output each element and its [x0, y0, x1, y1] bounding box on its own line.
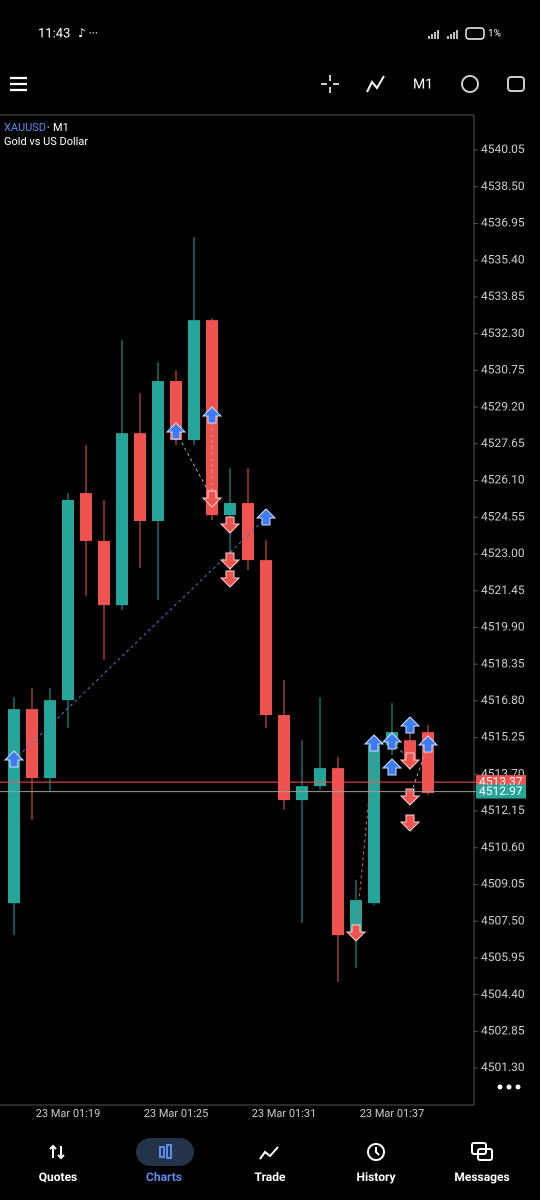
price-label: 4512.97	[479, 784, 523, 798]
buy-arrow	[417, 735, 439, 753]
trade-arrows	[3, 406, 439, 942]
more-dot[interactable]	[497, 1084, 503, 1090]
y-tick-label: 4507.50	[481, 913, 525, 927]
y-tick-label: 4509.05	[481, 877, 525, 891]
x-tick-label: 23 Mar 01:19	[36, 1107, 101, 1120]
more-dot[interactable]	[506, 1084, 512, 1090]
candle-body	[8, 709, 20, 904]
y-tick-label: 4512.15	[481, 803, 525, 817]
candle-body	[296, 786, 308, 801]
buy-arrow	[3, 750, 25, 768]
candle-body	[368, 745, 380, 904]
signal-icons	[428, 30, 458, 39]
candle-body	[98, 540, 110, 606]
y-tick-label: 4518.35	[481, 656, 525, 670]
candle-body	[188, 320, 200, 441]
candle-body	[242, 503, 254, 561]
y-tick-label: 4526.10	[481, 473, 525, 487]
y-tick-label: 4536.95	[481, 216, 525, 230]
buy-arrow	[381, 758, 403, 776]
sell-arrow	[399, 752, 421, 770]
nav-item[interactable]: Messages	[454, 1170, 509, 1184]
x-tick-label: 23 Mar 01:25	[144, 1107, 209, 1120]
crosshair-button[interactable]	[321, 75, 339, 93]
y-tick-label: 4538.50	[481, 179, 525, 193]
bottom-nav: Quotes Charts Trade History Messages	[39, 1170, 510, 1184]
buy-arrow	[363, 734, 385, 752]
chart-description: Gold vs US Dollar	[4, 135, 88, 148]
y-tick-label: 4516.80	[481, 693, 525, 707]
nav-item[interactable]: Trade	[255, 1170, 286, 1184]
battery-icon	[465, 27, 485, 40]
nav-item[interactable]: History	[356, 1170, 396, 1184]
y-tick-label: 4505.95	[481, 950, 525, 964]
menu-button[interactable]	[10, 76, 27, 92]
candle-body	[260, 560, 272, 716]
chart-symbol: XAUUSD	[4, 121, 46, 134]
y-tick-label: 4504.40	[481, 987, 525, 1001]
y-tick-label: 4529.20	[481, 399, 525, 413]
candle-body	[134, 433, 146, 522]
separator: •	[47, 123, 50, 132]
candle-body	[62, 499, 74, 701]
trade-button[interactable]	[507, 76, 525, 92]
y-tick-label: 4515.25	[481, 730, 525, 744]
candle-body	[170, 381, 182, 441]
sell-arrow	[219, 516, 241, 534]
more-dot[interactable]	[515, 1084, 521, 1090]
y-tick-label: 4521.45	[481, 583, 525, 597]
nav-icons	[49, 1142, 493, 1161]
status-battery: 1%	[488, 29, 501, 40]
buy-arrow	[381, 732, 403, 750]
candle-body	[332, 768, 344, 936]
sell-arrow	[399, 788, 421, 806]
chart-timeframe: M1	[53, 121, 69, 134]
y-tick-label: 4533.85	[481, 289, 525, 303]
y-tick-label: 4540.05	[481, 142, 525, 156]
sell-arrow	[219, 570, 241, 588]
candle-body	[224, 503, 236, 516]
y-tick-label: 4523.00	[481, 546, 525, 560]
objects-button[interactable]	[461, 75, 479, 93]
candle-body	[152, 381, 164, 522]
y-tick-label: 4519.90	[481, 620, 525, 634]
y-tick-label: 4527.65	[481, 436, 525, 450]
buy-arrow	[255, 508, 277, 526]
buy-arrow	[399, 716, 421, 734]
buy-arrow	[165, 422, 187, 440]
candle-body	[44, 700, 56, 779]
candle-body	[80, 493, 92, 541]
status-icons: ♪ ···	[78, 26, 98, 40]
sell-arrow	[201, 490, 223, 508]
sell-arrow	[219, 552, 241, 570]
candle-body	[26, 709, 38, 779]
status-time: 11:43	[38, 26, 70, 41]
candle-body	[116, 433, 128, 606]
sell-arrow	[345, 924, 367, 942]
buy-arrow	[201, 406, 223, 424]
nav-item[interactable]: Charts	[146, 1170, 182, 1184]
y-tick-label: 4532.30	[481, 326, 525, 340]
y-tick-label: 4524.55	[481, 509, 525, 523]
y-tick-label: 4510.60	[481, 840, 525, 854]
y-tick-label: 4530.75	[481, 363, 525, 377]
y-tick-label: 4535.40	[481, 252, 525, 266]
x-tick-label: 23 Mar 01:31	[252, 1107, 317, 1120]
indicators-button[interactable]	[366, 75, 385, 93]
x-tick-label: 23 Mar 01:37	[360, 1107, 425, 1120]
y-tick-label: 4502.85	[481, 1023, 525, 1037]
sell-arrow	[399, 814, 421, 832]
nav-item[interactable]: Quotes	[39, 1170, 77, 1184]
timeframe-button[interactable]: M1	[413, 77, 433, 93]
trade-links	[13, 416, 429, 933]
y-tick-label: 4501.30	[481, 1060, 525, 1074]
candles	[8, 237, 434, 983]
price-box	[476, 784, 526, 799]
candle-body	[314, 768, 326, 787]
candle-body	[278, 715, 290, 801]
